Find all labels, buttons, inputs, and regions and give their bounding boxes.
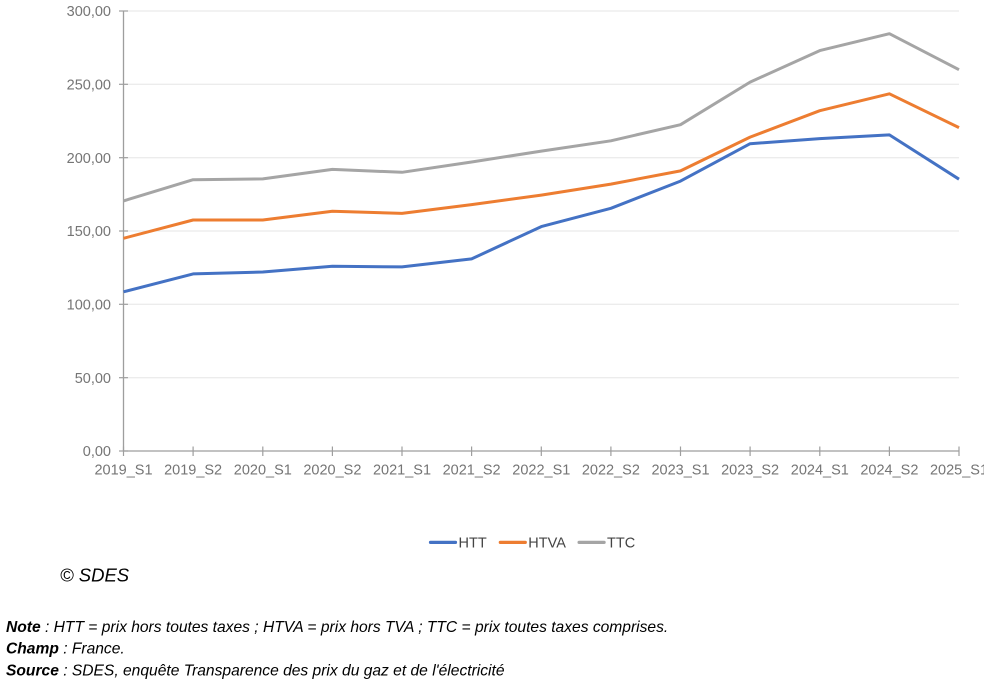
svg-text:100,00: 100,00	[67, 298, 111, 314]
svg-text:HTT: HTT	[459, 536, 487, 552]
svg-text:2025_S1: 2025_S1	[930, 463, 984, 479]
svg-text:2020_S1: 2020_S1	[234, 463, 292, 479]
svg-text:HTVA: HTVA	[528, 536, 566, 552]
svg-text:2020_S2: 2020_S2	[303, 463, 361, 479]
svg-text:2023_S1: 2023_S1	[651, 463, 709, 479]
svg-text:0,00: 0,00	[83, 444, 111, 460]
svg-text:300,00: 300,00	[67, 4, 111, 20]
svg-text:Source : SDES, enquête Transpa: Source : SDES, enquête Transparence des …	[6, 662, 505, 679]
svg-text:© SDES: © SDES	[60, 565, 130, 586]
svg-text:2019_S2: 2019_S2	[164, 463, 222, 479]
svg-text:2022_S1: 2022_S1	[512, 463, 570, 479]
svg-text:2019_S1: 2019_S1	[94, 463, 152, 479]
svg-text:150,00: 150,00	[67, 224, 111, 240]
svg-text:Note : HTT = prix hors toutes: Note : HTT = prix hors toutes taxes ; HT…	[6, 619, 668, 636]
svg-text:2023_S2: 2023_S2	[721, 463, 779, 479]
svg-text:2024_S2: 2024_S2	[860, 463, 918, 479]
svg-text:2021_S2: 2021_S2	[443, 463, 501, 479]
svg-text:2021_S1: 2021_S1	[373, 463, 431, 479]
svg-text:250,00: 250,00	[67, 78, 111, 94]
svg-text:Champ : France.: Champ : France.	[6, 641, 125, 658]
svg-text:TTC: TTC	[607, 536, 635, 552]
svg-text:50,00: 50,00	[75, 371, 111, 387]
svg-text:2022_S2: 2022_S2	[582, 463, 640, 479]
svg-text:2024_S1: 2024_S1	[791, 463, 849, 479]
svg-text:200,00: 200,00	[67, 151, 111, 167]
